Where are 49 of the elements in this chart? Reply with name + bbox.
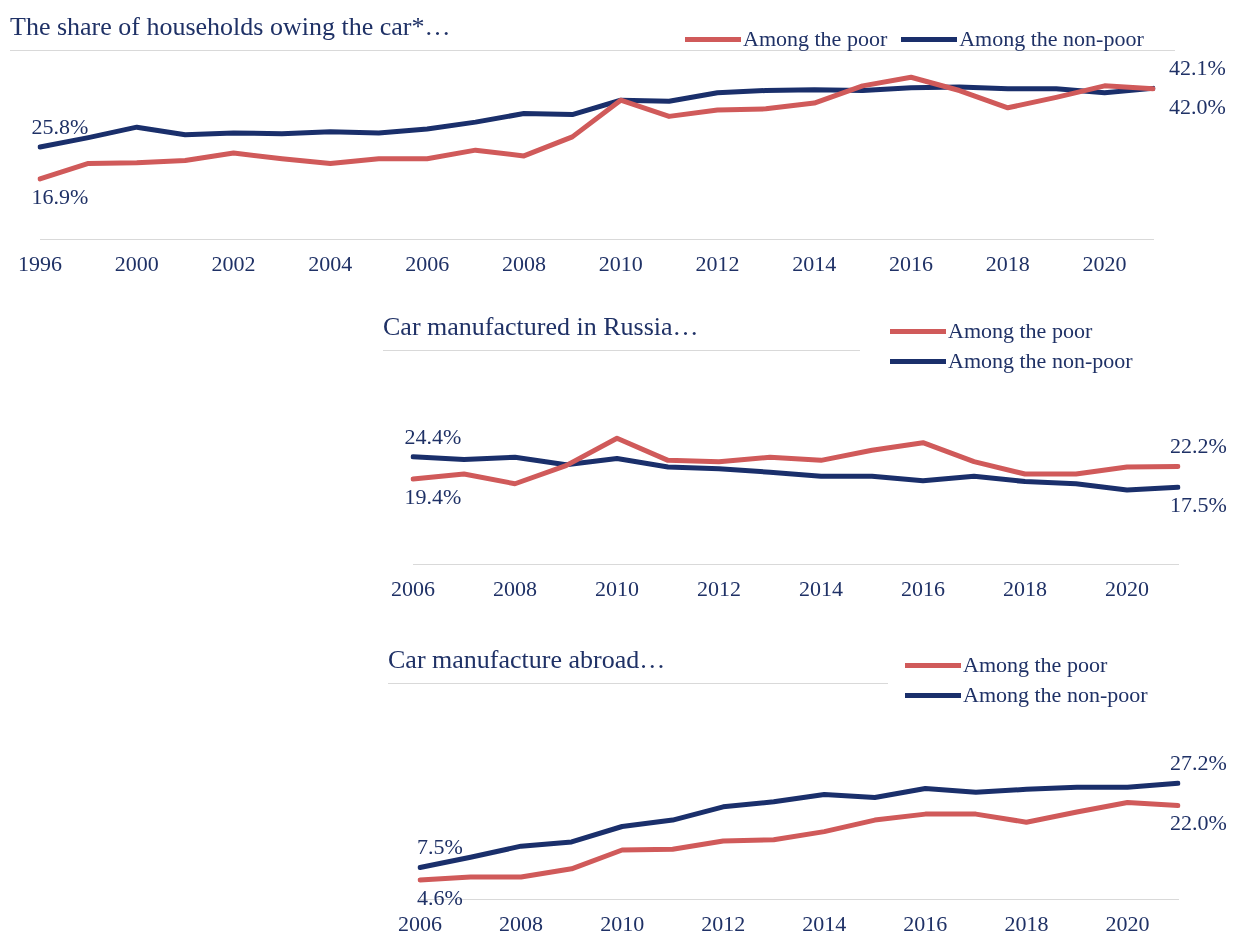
x-tick-label: 2006	[398, 910, 442, 936]
x-tick-label: 2018	[1003, 575, 1047, 601]
x-tick-label: 2006	[405, 250, 450, 276]
x-tick-label: 2012	[701, 910, 746, 936]
x-tick-label: 2008	[499, 910, 544, 936]
data-label: 7.5%	[417, 834, 463, 860]
x-tick-label: 2008	[501, 250, 546, 276]
x-tick-label: 2006	[391, 575, 435, 601]
x-tick-label: 2016	[889, 250, 934, 276]
x-tick-label: 2002	[211, 250, 256, 276]
x-tick-label: 2014	[792, 250, 837, 276]
x-tick-label: 2020	[1082, 250, 1127, 276]
legend-label: Among the poor	[963, 652, 1108, 678]
data-label: 24.4%	[404, 423, 462, 449]
x-tick-label: 2016	[903, 910, 948, 936]
x-tick-label: 2014	[799, 575, 843, 601]
legend-label: Among the non-poor	[963, 682, 1148, 708]
x-tick-label: 2010	[600, 910, 645, 936]
legend-label: Among the poor	[948, 318, 1093, 344]
data-label: 42.1%	[1169, 55, 1226, 81]
chart-title: The share of households owing the car*…	[10, 12, 451, 41]
x-tick-label: 2010	[598, 250, 643, 276]
chart-title: Car manufacture abroad…	[388, 645, 888, 684]
legend-label: Among the non-poor	[959, 26, 1144, 52]
data-label: 22.2%	[1170, 433, 1227, 459]
data-label: 19.4%	[404, 483, 462, 509]
chart-title: Car manufactured in Russia…	[383, 312, 860, 351]
data-label: 17.5%	[1170, 492, 1227, 518]
x-tick-label: 2012	[695, 250, 740, 276]
x-tick-label: 2000	[114, 250, 159, 276]
legend-label: Among the non-poor	[948, 348, 1133, 374]
data-label: 42.0%	[1169, 93, 1226, 119]
data-label: 27.2%	[1170, 750, 1227, 776]
x-tick-label: 1996	[18, 250, 62, 276]
x-tick-label: 2018	[1004, 910, 1049, 936]
x-tick-label: 2014	[802, 910, 847, 936]
data-label: 22.0%	[1170, 810, 1227, 836]
x-tick-label: 2018	[985, 250, 1030, 276]
x-tick-label: 2020	[1105, 910, 1150, 936]
data-label: 4.6%	[417, 884, 463, 910]
data-label: 25.8%	[31, 113, 89, 139]
x-tick-label: 2012	[697, 575, 741, 601]
data-label: 16.9%	[31, 183, 89, 209]
x-tick-label: 2004	[308, 250, 353, 276]
x-tick-label: 2020	[1105, 575, 1149, 601]
legend-label: Among the poor	[743, 26, 888, 52]
x-tick-label: 2008	[493, 575, 537, 601]
x-tick-label: 2016	[901, 575, 945, 601]
x-tick-label: 2010	[595, 575, 639, 601]
